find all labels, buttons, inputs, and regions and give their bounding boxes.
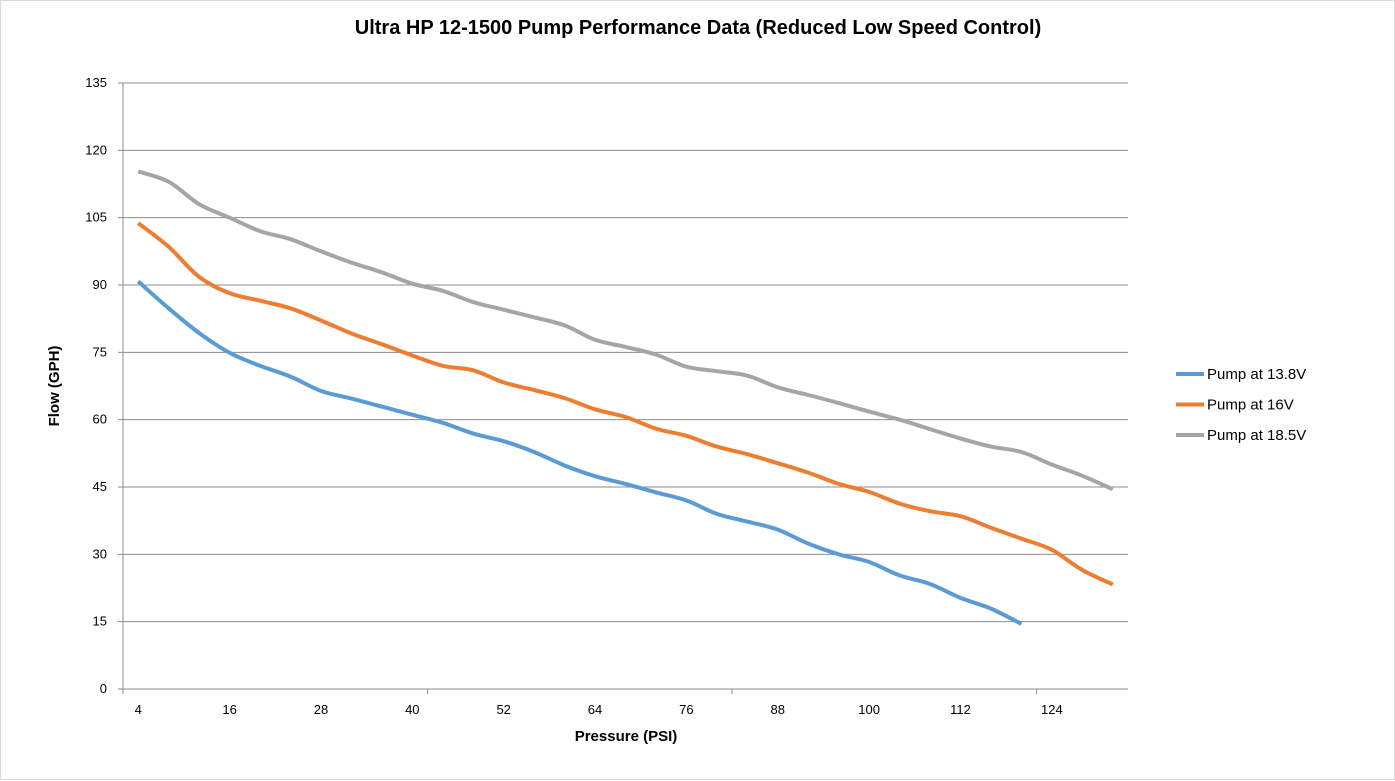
x-tick-label: 64 <box>588 702 602 717</box>
x-tick-label: 52 <box>496 702 510 717</box>
y-tick-label: 45 <box>93 479 107 494</box>
y-tick-label: 60 <box>93 412 107 427</box>
y-tick-label: 120 <box>85 142 107 157</box>
y-axis-label: Flow (GPH) <box>46 346 63 427</box>
y-tick-label: 30 <box>93 546 107 561</box>
y-tick-label: 15 <box>93 614 107 629</box>
y-tick-label: 105 <box>85 210 107 225</box>
x-tick-label: 124 <box>1041 702 1063 717</box>
x-tick-label: 100 <box>858 702 880 717</box>
x-tick-label: 16 <box>222 702 236 717</box>
y-tick-label: 90 <box>93 277 107 292</box>
series-line-1 <box>136 221 1114 587</box>
y-tick-label: 0 <box>100 681 107 696</box>
x-tick-label: 112 <box>950 702 971 717</box>
chart-title: Ultra HP 12-1500 Pump Performance Data (… <box>355 17 1041 39</box>
legend-label: Pump at 18.5V <box>1207 427 1306 444</box>
x-tick-label: 28 <box>314 702 328 717</box>
x-tick-label: 4 <box>135 702 142 717</box>
x-tick-label: 40 <box>405 702 419 717</box>
x-tick-label: 88 <box>771 702 785 717</box>
legend-label: Pump at 13.8V <box>1207 366 1306 383</box>
series-line-0 <box>136 279 1023 626</box>
x-axis-label: Pressure (PSI) <box>575 728 678 745</box>
series-line-2 <box>137 169 1114 492</box>
legend: Pump at 13.8V Pump at 16V Pump at 18.5V <box>1176 366 1306 444</box>
x-tick-label: 76 <box>679 702 693 717</box>
y-tick-label: 135 <box>85 75 107 90</box>
y-tick-label: 75 <box>93 344 107 359</box>
legend-label: Pump at 16V <box>1207 397 1294 414</box>
